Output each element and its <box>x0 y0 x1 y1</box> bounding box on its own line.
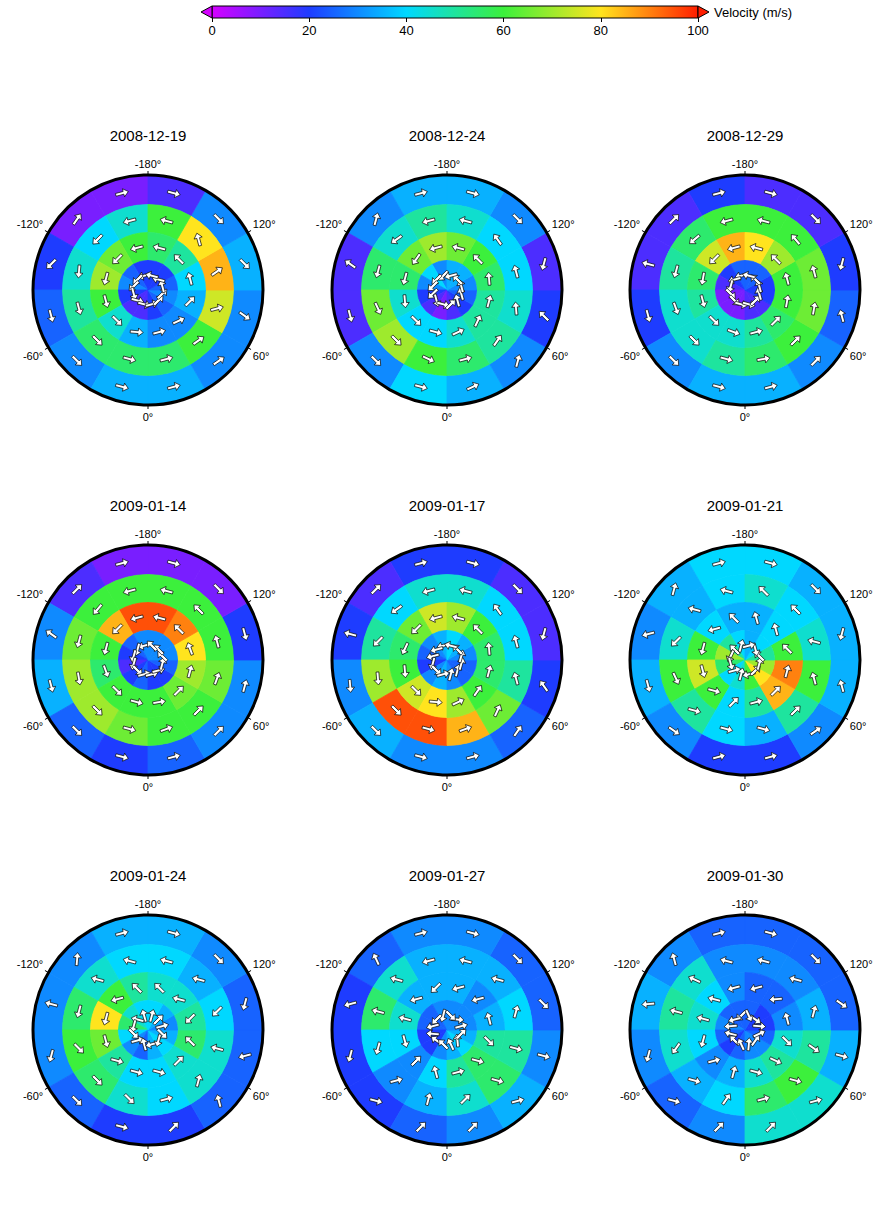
svg-text:20: 20 <box>302 23 316 38</box>
svg-text:-120°: -120° <box>614 958 640 970</box>
svg-text:60: 60 <box>496 23 510 38</box>
svg-text:-120°: -120° <box>614 218 640 230</box>
svg-text:0°: 0° <box>740 411 751 423</box>
svg-text:-180°: -180° <box>135 158 161 170</box>
svg-text:-120°: -120° <box>17 218 43 230</box>
svg-text:0°: 0° <box>442 1151 453 1163</box>
svg-text:0°: 0° <box>143 781 154 793</box>
svg-text:-180°: -180° <box>732 898 758 910</box>
svg-text:-120°: -120° <box>17 958 43 970</box>
svg-text:0°: 0° <box>143 411 154 423</box>
svg-text:120°: 120° <box>552 588 575 600</box>
svg-text:2008-12-19: 2008-12-19 <box>110 127 187 144</box>
svg-text:-60°: -60° <box>322 1090 342 1102</box>
svg-text:2008-12-29: 2008-12-29 <box>707 127 784 144</box>
svg-text:120°: 120° <box>850 958 873 970</box>
svg-text:60°: 60° <box>253 720 270 732</box>
svg-text:-180°: -180° <box>732 528 758 540</box>
svg-text:-60°: -60° <box>23 350 43 362</box>
svg-text:60°: 60° <box>850 350 867 362</box>
svg-text:120°: 120° <box>850 218 873 230</box>
svg-text:-180°: -180° <box>135 898 161 910</box>
svg-text:120°: 120° <box>552 218 575 230</box>
svg-text:2009-01-14: 2009-01-14 <box>110 497 187 514</box>
svg-text:60°: 60° <box>552 720 569 732</box>
svg-text:-120°: -120° <box>316 958 342 970</box>
svg-text:2008-12-24: 2008-12-24 <box>409 127 486 144</box>
svg-text:Velocity (m/s): Velocity (m/s) <box>714 5 792 20</box>
svg-text:0°: 0° <box>442 411 453 423</box>
svg-text:-60°: -60° <box>322 350 342 362</box>
svg-text:0°: 0° <box>740 1151 751 1163</box>
svg-text:0°: 0° <box>740 781 751 793</box>
svg-text:60°: 60° <box>850 720 867 732</box>
svg-text:100: 100 <box>687 23 709 38</box>
svg-text:-180°: -180° <box>434 528 460 540</box>
svg-text:-60°: -60° <box>620 720 640 732</box>
svg-text:80: 80 <box>594 23 608 38</box>
svg-text:2009-01-17: 2009-01-17 <box>409 497 486 514</box>
svg-text:-120°: -120° <box>614 588 640 600</box>
svg-text:-120°: -120° <box>17 588 43 600</box>
svg-text:0: 0 <box>208 23 215 38</box>
svg-text:-60°: -60° <box>23 720 43 732</box>
svg-text:-180°: -180° <box>135 528 161 540</box>
svg-text:0°: 0° <box>143 1151 154 1163</box>
svg-text:-180°: -180° <box>434 158 460 170</box>
svg-text:-60°: -60° <box>322 720 342 732</box>
svg-text:2009-01-21: 2009-01-21 <box>707 497 784 514</box>
svg-text:2009-01-30: 2009-01-30 <box>707 867 784 884</box>
svg-text:60°: 60° <box>552 1090 569 1102</box>
svg-text:0°: 0° <box>442 781 453 793</box>
svg-text:-60°: -60° <box>620 350 640 362</box>
svg-text:-120°: -120° <box>316 588 342 600</box>
svg-text:-180°: -180° <box>434 898 460 910</box>
svg-text:120°: 120° <box>552 958 575 970</box>
svg-text:40: 40 <box>399 23 413 38</box>
svg-text:120°: 120° <box>253 958 276 970</box>
svg-text:120°: 120° <box>850 588 873 600</box>
svg-text:60°: 60° <box>253 350 270 362</box>
svg-text:-180°: -180° <box>732 158 758 170</box>
svg-text:2009-01-24: 2009-01-24 <box>110 867 187 884</box>
svg-text:-60°: -60° <box>23 1090 43 1102</box>
svg-text:60°: 60° <box>552 350 569 362</box>
svg-text:120°: 120° <box>253 218 276 230</box>
svg-text:-60°: -60° <box>620 1090 640 1102</box>
svg-text:60°: 60° <box>253 1090 270 1102</box>
svg-text:-120°: -120° <box>316 218 342 230</box>
svg-text:2009-01-27: 2009-01-27 <box>409 867 486 884</box>
svg-text:60°: 60° <box>850 1090 867 1102</box>
svg-text:120°: 120° <box>253 588 276 600</box>
